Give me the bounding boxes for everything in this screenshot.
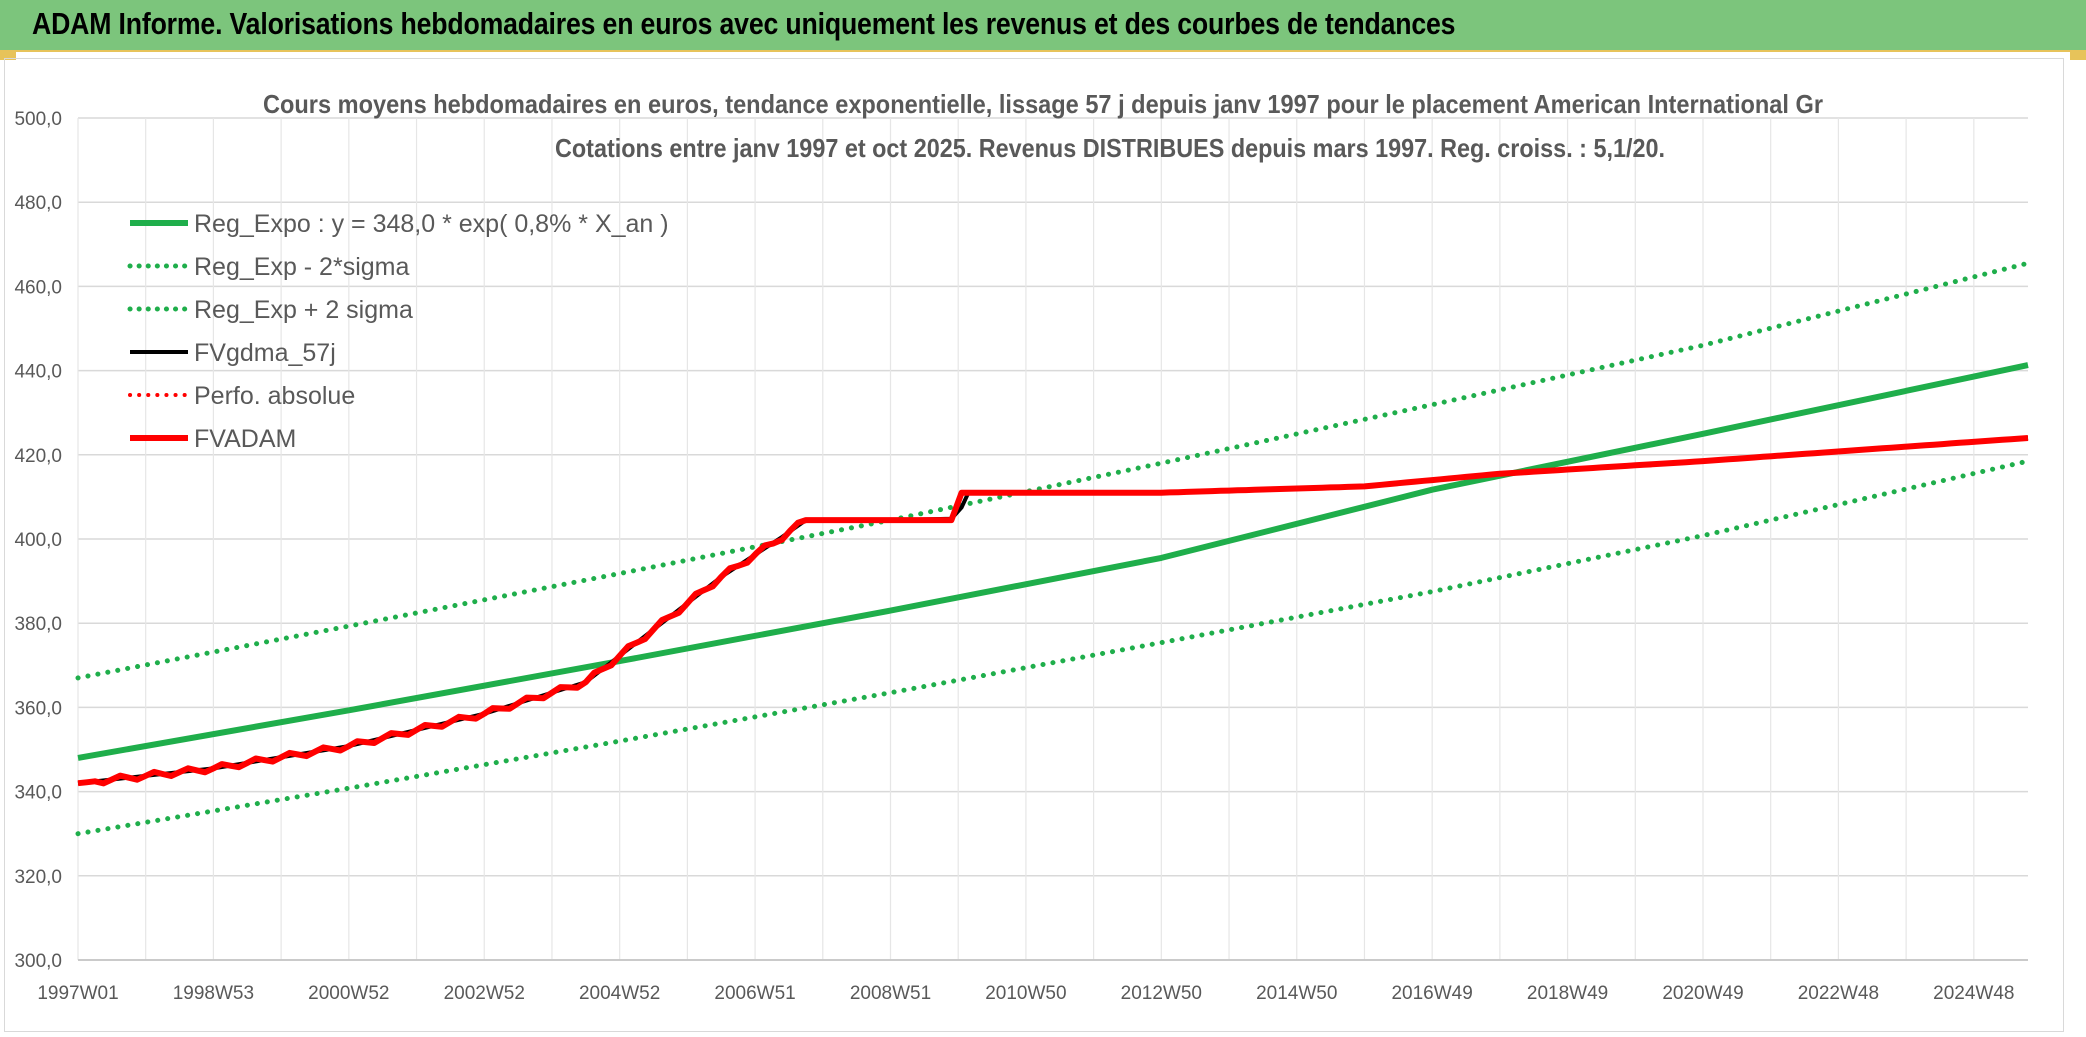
corner-mark-right — [2070, 52, 2086, 60]
y-tick-label: 300,0 — [14, 951, 62, 972]
y-tick-label: 360,0 — [14, 698, 62, 719]
x-tick-label: 2004W52 — [579, 983, 660, 1004]
x-tick-label: 2024W48 — [1933, 983, 2014, 1004]
grid — [77, 117, 2028, 961]
series-line-0 — [77, 362, 2029, 761]
series-line-2 — [75, 260, 2031, 681]
y-tick-label: 420,0 — [14, 446, 62, 467]
x-tick-label: 2014W50 — [1256, 983, 1337, 1004]
legend: Reg_Expo : y = 348,0 * exp( 0,8% * X_an … — [127, 210, 669, 453]
series-lines — [75, 260, 2031, 837]
x-tick-label: 2006W51 — [714, 983, 795, 1004]
x-tick-label: 2022W48 — [1798, 983, 1879, 1004]
x-tick-label: 2012W50 — [1121, 983, 1202, 1004]
legend-label: FVgdma_57j — [194, 339, 336, 367]
legend-label: FVADAM — [194, 425, 296, 453]
x-tick-label: 2002W52 — [444, 983, 525, 1004]
legend-label: Reg_Expo : y = 348,0 * exp( 0,8% * X_an … — [194, 210, 669, 238]
x-tick-label: 1998W53 — [173, 983, 254, 1004]
corner-mark-left — [0, 52, 16, 60]
y-tick-label: 320,0 — [14, 867, 62, 888]
legend-label: Perfo. absolue — [194, 382, 355, 410]
y-tick-label: 400,0 — [14, 530, 62, 551]
report-title: ADAM Informe. Valorisations hebdomadaire… — [32, 6, 1456, 41]
x-tick-label: 1997W01 — [37, 983, 118, 1004]
y-tick-label: 440,0 — [14, 362, 62, 383]
y-tick-label: 380,0 — [14, 614, 62, 635]
report-banner: ADAM Informe. Valorisations hebdomadaire… — [0, 0, 2086, 52]
x-tick-label: 2000W52 — [308, 983, 389, 1004]
series-line-5 — [77, 435, 2029, 787]
axis-ticks: 300,0 320,0 340,0 360,0 380,0 400,0 420,0 440,0… — [14, 109, 2014, 1004]
chart-title: Cours moyens hebdomadaires en euros, ten… — [263, 89, 1823, 119]
y-tick-label: 340,0 — [14, 783, 62, 804]
chart-subtitle: Cotations entre janv 1997 et oct 2025. R… — [555, 133, 1665, 163]
x-tick-label: 2018W49 — [1527, 983, 1608, 1004]
y-tick-label: 480,0 — [14, 193, 62, 214]
x-tick-label: 2020W49 — [1662, 983, 1743, 1004]
x-tick-label: 2016W49 — [1391, 983, 1472, 1004]
y-tick-label: 460,0 — [14, 277, 62, 298]
y-tick-label: 500,0 — [14, 109, 62, 130]
series-line-1 — [75, 458, 2031, 837]
legend-label: Reg_Exp + 2 sigma — [194, 296, 413, 324]
x-tick-label: 2010W50 — [985, 983, 1066, 1004]
chart-frame — [4, 58, 2064, 1032]
legend-label: Reg_Exp - 2*sigma — [194, 253, 409, 281]
x-tick-label: 2008W51 — [850, 983, 931, 1004]
